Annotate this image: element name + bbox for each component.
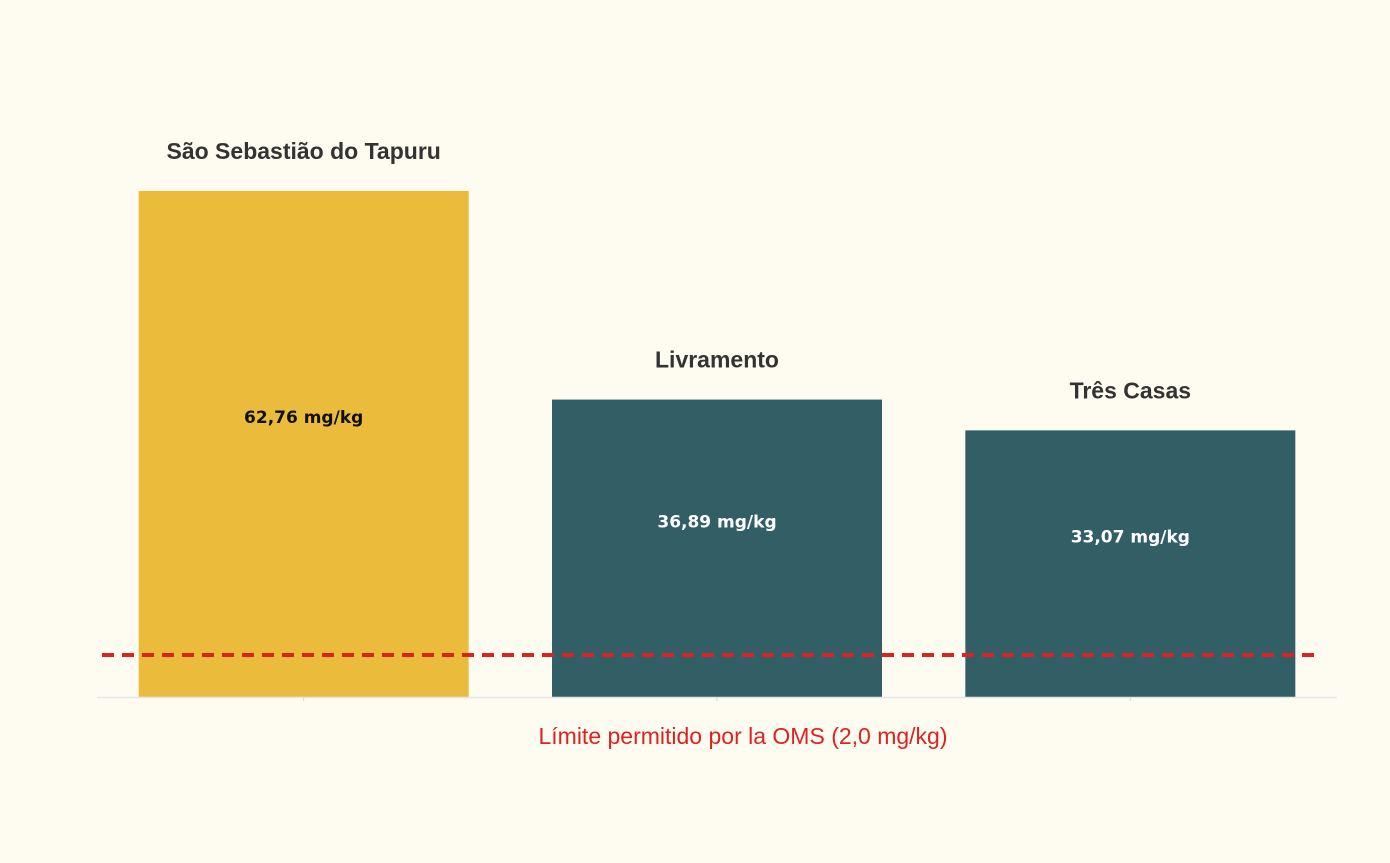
bars-group — [138, 191, 1296, 697]
category-label-1: São Sebastião do Tapuru — [166, 138, 440, 164]
x-axis-ticks — [303, 697, 1131, 701]
value-label-3: 33,07 mg/kg — [1071, 528, 1190, 548]
category-label-3: Três Casas — [1070, 377, 1191, 403]
bar-3 — [965, 430, 1296, 697]
bar-2 — [552, 399, 882, 697]
bar-1 — [138, 191, 469, 697]
value-label-1: 62,76 mg/kg — [244, 408, 363, 428]
reference-line-label: Límite permitido por la OMS (2,0 mg/kg) — [538, 723, 947, 749]
value-label-2: 36,89 mg/kg — [657, 512, 776, 532]
category-label-2: Livramento — [655, 347, 779, 373]
labels-group: São Sebastião do Tapuru 62,76 mg/kg Livram… — [166, 138, 1191, 548]
